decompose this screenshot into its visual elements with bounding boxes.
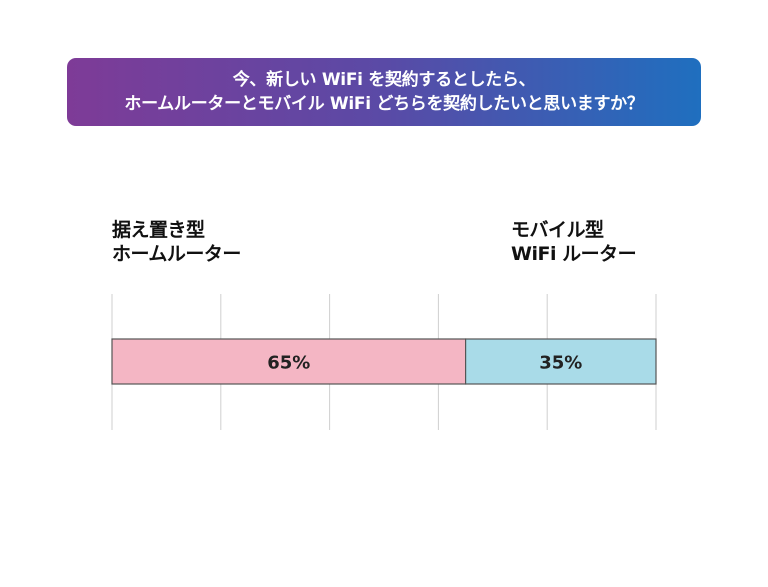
bar-segment-1 bbox=[465, 338, 657, 385]
question-line-1: 今、新しい WiFi を契約するとしたら、 bbox=[232, 70, 536, 90]
bar-segment-label-0: 65% bbox=[267, 353, 310, 374]
category-label-mobile-wifi: モバイル型 WiFi ルーター bbox=[511, 219, 637, 265]
category-label-home-router: 据え置き型 ホームルーター bbox=[112, 219, 241, 265]
bar-segment-label-1: 35% bbox=[539, 353, 582, 374]
bar-segment-0 bbox=[111, 338, 467, 385]
question-line-2: ホームルーターとモバイル WiFi どちらを契約したいと思いますか？ bbox=[124, 94, 644, 114]
question-banner: 今、新しい WiFi を契約するとしたら、 ホームルーターとモバイル WiFi … bbox=[67, 58, 701, 126]
